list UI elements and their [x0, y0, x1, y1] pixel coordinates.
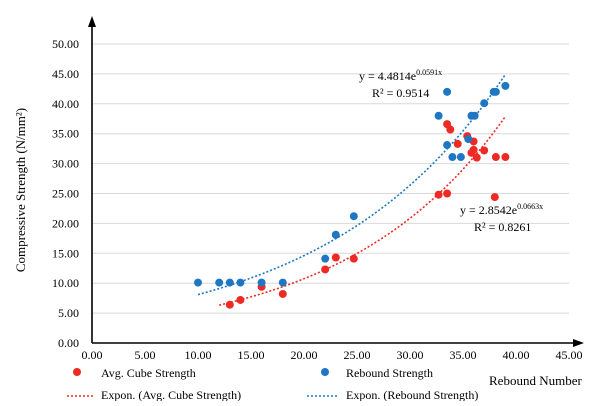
axes: [88, 16, 584, 347]
point-rebound-strength: [434, 111, 443, 120]
point-avg-cube-strength: [321, 265, 330, 274]
x-tick-label: 40.00: [503, 348, 530, 362]
y-tick-label: 35.00: [52, 127, 79, 141]
point-avg-cube-strength: [349, 254, 358, 263]
point-avg-cube-strength: [225, 300, 234, 309]
point-rebound-strength: [464, 135, 473, 144]
point-avg-cube-strength: [480, 146, 489, 155]
trendline-rebound: [197, 73, 507, 296]
legend-label-avg-cube: Avg. Cube Strength: [101, 366, 196, 380]
x-tick-label: 0.00: [82, 348, 103, 362]
point-rebound-strength: [456, 153, 465, 162]
point-avg-cube-strength: [278, 289, 287, 298]
legend: Avg. Cube Strength Rebound Strength Expo…: [67, 366, 478, 402]
tick-labels: 0.00 5.00 10.00 15.00 20.00 25.00 30.00 35.00 40…: [52, 37, 583, 362]
point-avg-cube-strength: [490, 193, 499, 202]
trendline-avg-cube: [219, 115, 507, 306]
point-rebound-strength: [194, 278, 202, 287]
point-rebound-strength: [349, 212, 358, 221]
x-tick-label: 20.00: [291, 348, 318, 362]
blue-equation-exponent: 0.0591x: [416, 68, 442, 77]
blue-r2: R² = 0.9514: [372, 86, 429, 100]
grid-lines: [92, 43, 569, 314]
y-axis-arrow: [88, 16, 96, 27]
point-avg-cube-strength: [446, 125, 455, 134]
y-tick-label: 20.00: [52, 216, 79, 230]
point-rebound-strength: [480, 99, 489, 108]
x-tick-label: 25.00: [344, 348, 371, 362]
point-rebound-strength: [257, 278, 266, 287]
y-tick-label: 5.00: [58, 306, 79, 320]
y-tick-label: 40.00: [52, 97, 79, 111]
point-avg-cube-strength: [491, 153, 500, 162]
x-tick-label: 10.00: [185, 348, 212, 362]
x-axis-label: Rebound Number: [489, 373, 582, 388]
y-tick-label: 50.00: [52, 37, 79, 51]
point-rebound-strength: [443, 141, 452, 150]
blue-trend-equation: y = 4.4814e0.0591x R² = 0.9514: [359, 68, 442, 100]
point-rebound-strength: [225, 278, 234, 287]
svg-text:y = 4.4814e0.0591x: y = 4.4814e0.0591x: [359, 68, 442, 83]
x-axis-arrow: [573, 339, 584, 347]
point-rebound-strength: [236, 278, 245, 287]
legend-label-rebound: Rebound Strength: [346, 366, 433, 380]
point-avg-cube-strength: [501, 153, 510, 162]
y-tick-label: 45.00: [52, 67, 79, 81]
point-rebound-strength: [448, 153, 457, 162]
x-tick-label: 30.00: [397, 348, 424, 362]
blue-equation-base: y = 4.4814e: [359, 69, 416, 83]
point-avg-cube-strength: [443, 189, 452, 198]
point-rebound-strength: [491, 87, 500, 96]
point-avg-cube-strength: [236, 295, 245, 304]
legend-marker-avg-cube: [73, 368, 81, 376]
y-tick-label: 25.00: [52, 187, 79, 201]
y-tick-label: 15.00: [52, 246, 79, 260]
y-axis-label: Compressive Strength (N/mm²): [13, 108, 28, 272]
legend-label-rebound-trend: Expon. (Rebound Strength): [346, 388, 478, 401]
point-rebound-strength: [331, 230, 340, 239]
red-equation-exponent: 0.0663x: [517, 202, 543, 211]
point-rebound-strength: [501, 81, 510, 90]
svg-text:y = 2.8542e0.0663x: y = 2.8542e0.0663x: [460, 202, 543, 217]
y-tick-label: 30.00: [52, 157, 79, 171]
point-rebound-strength: [278, 278, 287, 287]
trendlines: [197, 73, 507, 306]
point-rebound-strength: [321, 254, 330, 263]
y-tick-label: 0.00: [58, 336, 79, 350]
red-r2: R² = 0.8261: [474, 220, 531, 234]
red-trend-equation: y = 2.8542e0.0663x R² = 0.8261: [460, 202, 543, 234]
point-rebound-strength: [443, 87, 452, 96]
x-tick-label: 35.00: [450, 348, 477, 362]
data-points: [194, 81, 510, 309]
point-avg-cube-strength: [331, 253, 340, 262]
point-avg-cube-strength: [434, 190, 443, 199]
point-avg-cube-strength: [472, 153, 481, 162]
x-tick-label: 15.00: [238, 348, 265, 362]
point-avg-cube-strength: [453, 139, 462, 148]
point-rebound-strength: [470, 111, 479, 120]
y-tick-label: 10.00: [52, 276, 79, 290]
x-tick-label: 5.00: [135, 348, 156, 362]
legend-label-avg-cube-trend: Expon. (Avg. Cube Strength): [101, 388, 241, 401]
point-rebound-strength: [215, 278, 224, 287]
point-avg-cube-strength: [469, 145, 478, 154]
legend-marker-rebound: [321, 368, 329, 376]
red-equation-base: y = 2.8542e: [460, 203, 517, 217]
x-tick-label: 45.00: [556, 348, 583, 362]
